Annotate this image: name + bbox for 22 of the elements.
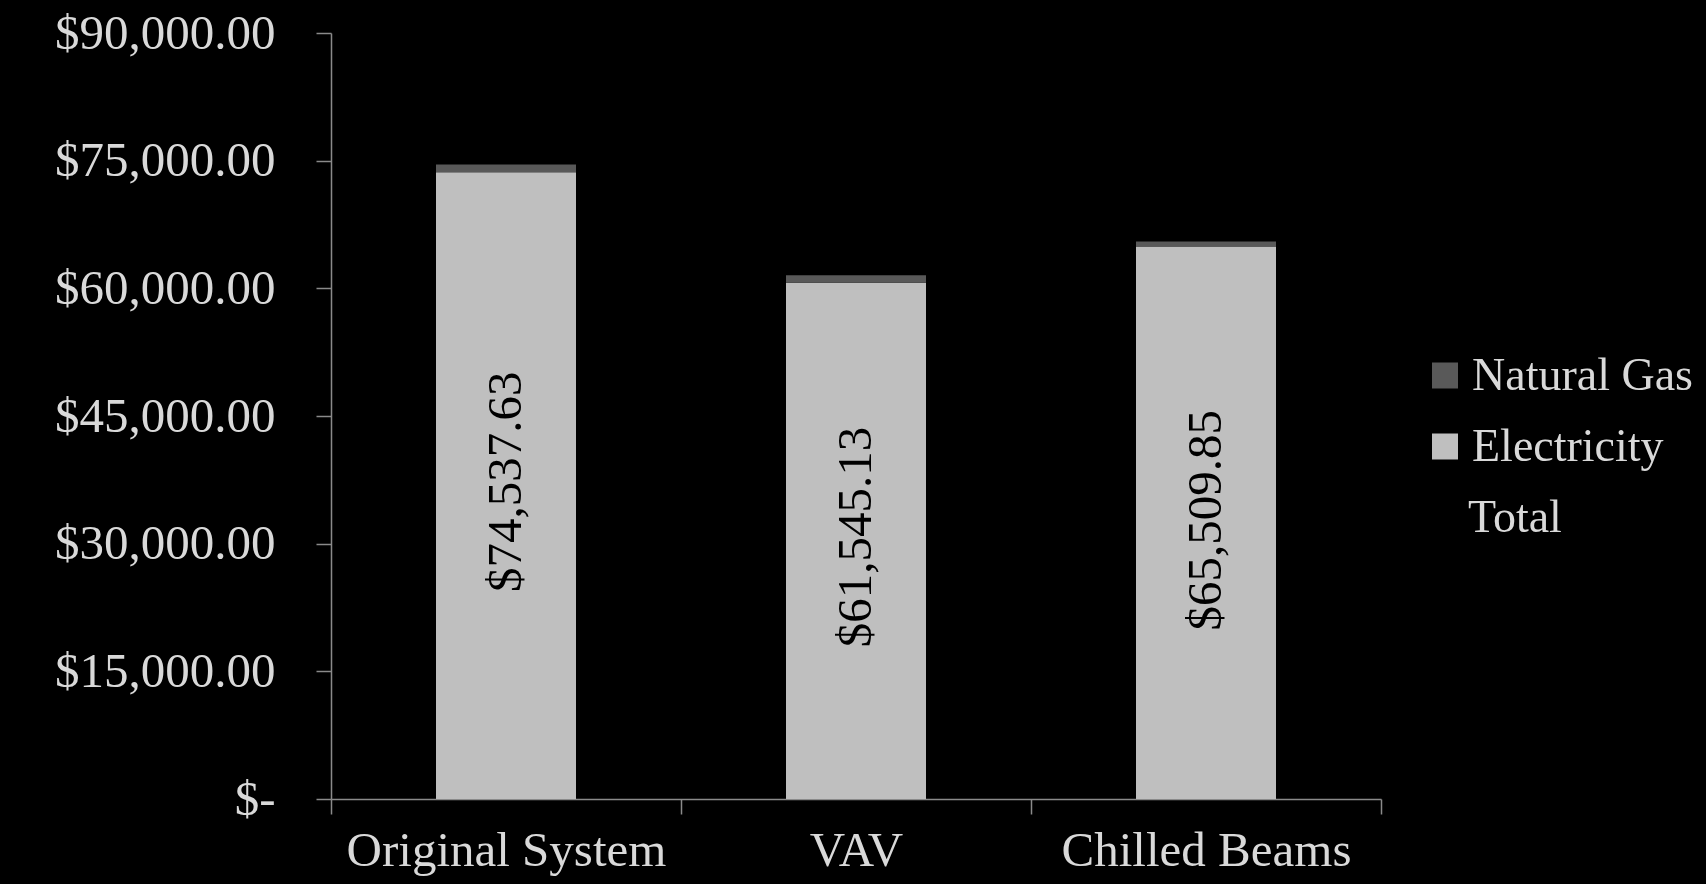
legend-label: Electricity: [1472, 419, 1664, 471]
bar: [436, 172, 576, 799]
y-tick-label: $60,000.00: [55, 259, 276, 315]
total-label: $65,509.85: [1177, 409, 1232, 631]
y-tick-label: $30,000.00: [55, 515, 276, 571]
bar: [436, 164, 576, 173]
y-tick-label: $45,000.00: [55, 387, 276, 443]
bar: [786, 275, 926, 283]
y-tick-label: $90,000.00: [55, 4, 276, 60]
total-label: $61,545.13: [827, 426, 882, 648]
y-tick-label: $-: [234, 770, 276, 826]
x-tick-label: Chilled Beams: [1061, 821, 1352, 877]
total-label: $74,537.63: [477, 371, 532, 593]
y-tick-label: $15,000.00: [55, 642, 276, 698]
x-tick-label: VAV: [809, 821, 904, 877]
legend-label: Natural Gas: [1472, 348, 1693, 400]
bar: [786, 282, 926, 799]
y-tick-label: $75,000.00: [55, 132, 276, 188]
x-tick-label: Original System: [346, 821, 667, 877]
text: Total: [1468, 490, 1562, 542]
bar: [1136, 246, 1276, 799]
bar: [1136, 241, 1276, 247]
